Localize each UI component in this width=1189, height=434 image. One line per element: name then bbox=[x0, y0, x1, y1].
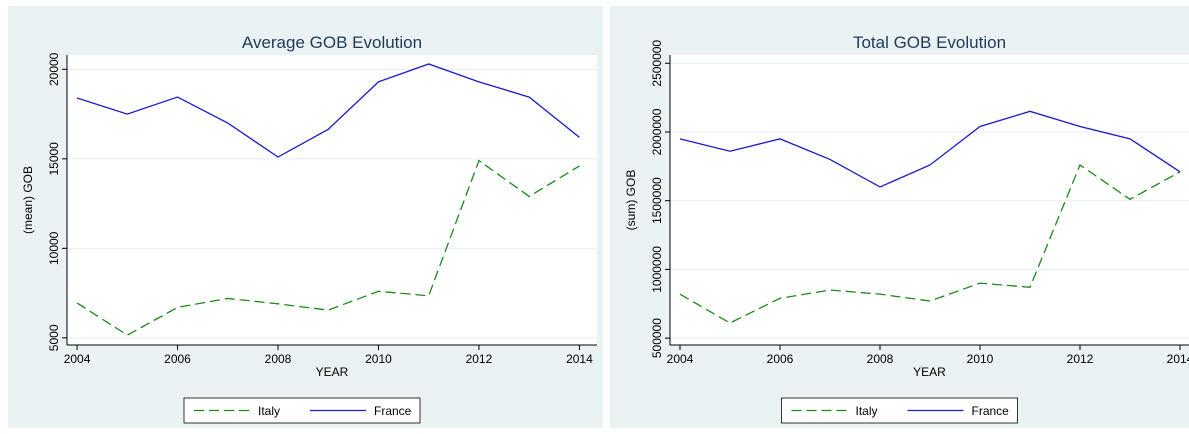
chart-content: Average GOB Evolution 5000 10000 15000 20000… bbox=[21, 33, 597, 424]
y-tick-label: 5000 bbox=[47, 324, 61, 351]
y-axis-label: (sum) GOB bbox=[624, 170, 638, 231]
legend-box bbox=[183, 397, 421, 424]
plot-background bbox=[67, 55, 597, 345]
x-tick-label: 2006 bbox=[767, 352, 794, 366]
x-tick-label: 2010 bbox=[365, 352, 392, 366]
legend-box bbox=[781, 397, 1018, 424]
line-series bbox=[679, 163, 1181, 324]
x-axis-label: YEAR bbox=[316, 365, 349, 379]
y-tick-label: 10000 bbox=[47, 231, 61, 265]
x-axis-label: YEAR bbox=[913, 365, 946, 379]
x-tick-label: 2004 bbox=[64, 352, 91, 366]
line-series bbox=[679, 110, 1181, 188]
chart: Average GOB Evolution 5000 10000 15000 20000… bbox=[8, 6, 603, 428]
y-tick-label: 2000000 bbox=[650, 108, 664, 155]
line-series bbox=[76, 159, 580, 336]
y-tick-label: 1500000 bbox=[650, 177, 664, 224]
plot-background bbox=[670, 55, 1189, 345]
x-tick-label: 2008 bbox=[867, 352, 894, 366]
legend-label: France bbox=[374, 404, 412, 418]
x-tick-label: 2010 bbox=[967, 352, 994, 366]
x-tick-label: 2008 bbox=[265, 352, 292, 366]
y-tick-label: 500000 bbox=[650, 318, 664, 358]
legend-label: Italy bbox=[856, 404, 878, 418]
chart: Total GOB Evolution 500000 1000000 1500000 2… bbox=[610, 6, 1189, 428]
x-tick-label: 2012 bbox=[1067, 352, 1094, 366]
y-tick-label: 15000 bbox=[47, 142, 61, 176]
y-tick-label: 1000000 bbox=[650, 246, 664, 293]
y-tick-label: 20000 bbox=[47, 52, 61, 86]
chart-title: Average GOB Evolution bbox=[242, 33, 422, 52]
line-series bbox=[76, 63, 580, 158]
y-axis-label: (mean) GOB bbox=[21, 166, 35, 234]
x-tick-label: 2004 bbox=[667, 352, 694, 366]
legend-label: France bbox=[972, 404, 1010, 418]
chart-content: Total GOB Evolution 500000 1000000 1500000 2… bbox=[624, 33, 1189, 424]
x-tick-label: 2014 bbox=[1167, 352, 1189, 366]
legend-label: Italy bbox=[258, 404, 280, 418]
y-tick-label: 2500000 bbox=[650, 40, 664, 87]
x-tick-label: 2012 bbox=[466, 352, 493, 366]
x-tick-label: 2014 bbox=[566, 352, 593, 366]
chart-title: Total GOB Evolution bbox=[853, 33, 1006, 52]
x-tick-label: 2006 bbox=[164, 352, 191, 366]
